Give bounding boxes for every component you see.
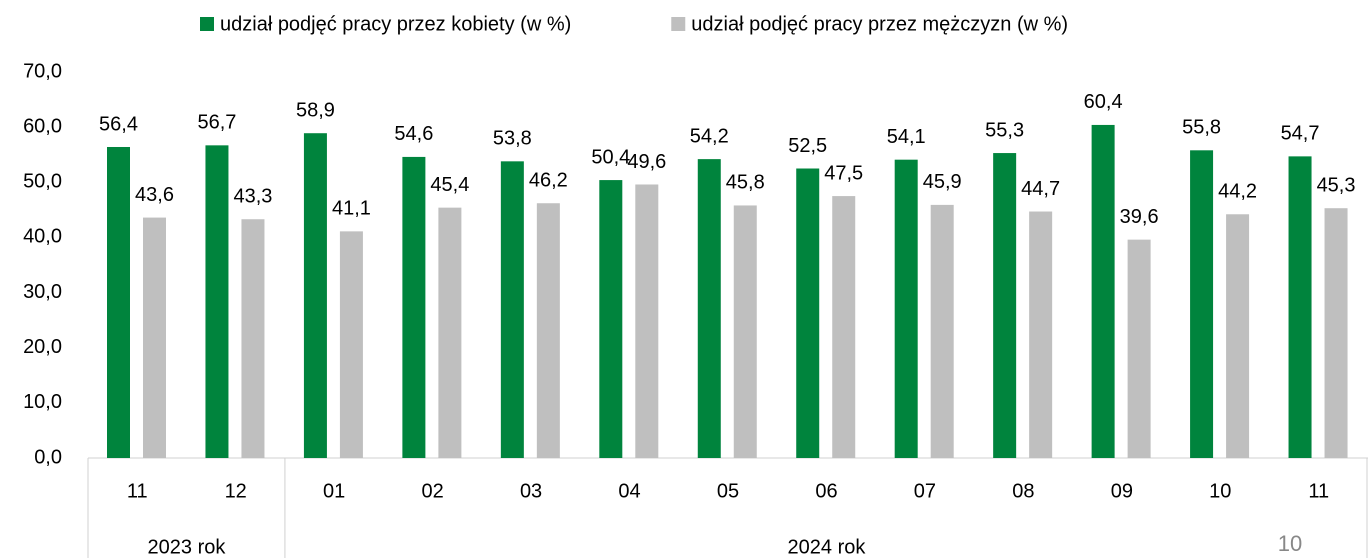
data-label: 45,9 [923,171,962,193]
group-label: 2023 rok [148,536,227,558]
x-tick-label: 01 [323,480,345,502]
bar [1190,150,1214,458]
legend-swatch [200,17,214,31]
data-label: 54,7 [1281,123,1320,145]
data-label: 56,7 [197,112,236,134]
data-label: 43,6 [135,184,174,206]
x-tick-label: 09 [1111,480,1133,502]
y-tick-label: 10,0 [23,391,62,413]
legend-label: udział podjęć pracy przez mężczyzn (w %) [691,13,1068,35]
y-tick-label: 40,0 [23,226,62,248]
legend-swatch [671,17,686,31]
bar [500,161,524,458]
data-label: 60,4 [1084,91,1123,113]
bar [1226,214,1250,458]
y-tick-label: 70,0 [23,60,62,82]
x-tick-label: 07 [914,480,936,502]
data-label: 54,6 [394,123,433,145]
y-tick-label: 50,0 [23,171,62,193]
data-label: 54,2 [690,125,729,147]
x-tick-label: 04 [618,480,640,502]
bar [733,205,757,458]
legend-label: udział podjęć pracy przez kobiety (w %) [220,13,571,35]
bar [303,133,327,459]
bar [832,196,856,459]
bar [697,159,721,458]
bar [143,217,166,458]
bar [438,207,462,458]
data-label: 46,2 [529,170,568,192]
bar [205,145,229,458]
x-tick-label: 02 [421,480,443,502]
data-label: 50,4 [591,146,630,168]
bar [107,146,130,458]
group-label: 2024 rok [788,536,867,558]
data-label: 44,7 [1021,178,1060,200]
x-tick-label: 08 [1012,480,1034,502]
data-label: 54,1 [887,126,926,148]
data-label: 47,5 [824,162,863,184]
y-tick-label: 20,0 [23,336,62,358]
bar [402,156,426,459]
bar [339,231,363,458]
x-tick-label: 05 [717,480,739,502]
data-label: 45,8 [726,172,765,194]
x-tick-label: 12 [225,480,247,502]
data-label: 55,3 [985,119,1024,141]
x-tick-label: 11 [127,480,148,502]
data-label: 39,6 [1120,206,1159,228]
data-label: 53,8 [493,128,532,150]
bar [1029,211,1053,458]
bar [1324,208,1348,458]
bar [1127,239,1151,458]
data-label: 45,3 [1317,174,1356,196]
page-number: 10 [1278,531,1302,556]
data-label: 55,8 [1182,117,1221,139]
bar [599,180,623,458]
data-label: 45,4 [430,174,469,196]
bar [930,204,954,458]
bar [894,159,918,459]
bar [796,168,820,458]
data-label: 49,6 [627,151,666,173]
data-label: 41,1 [332,198,371,220]
x-tick-label: 11 [1308,480,1329,502]
y-tick-label: 60,0 [23,115,62,137]
bar [635,184,659,458]
data-label: 58,9 [296,99,335,121]
x-tick-label: 03 [520,480,542,502]
data-label: 52,5 [788,135,827,157]
y-tick-label: 0,0 [34,446,62,468]
data-label: 44,2 [1218,181,1257,203]
x-tick-label: 10 [1209,480,1231,502]
y-tick-label: 30,0 [23,281,62,303]
bar [1091,124,1115,459]
bar [993,153,1017,458]
bar [536,203,560,458]
data-label: 43,3 [233,186,272,208]
x-tick-label: 06 [815,480,837,502]
bar [1288,156,1312,458]
data-label: 56,4 [99,113,138,135]
bar [241,219,265,458]
